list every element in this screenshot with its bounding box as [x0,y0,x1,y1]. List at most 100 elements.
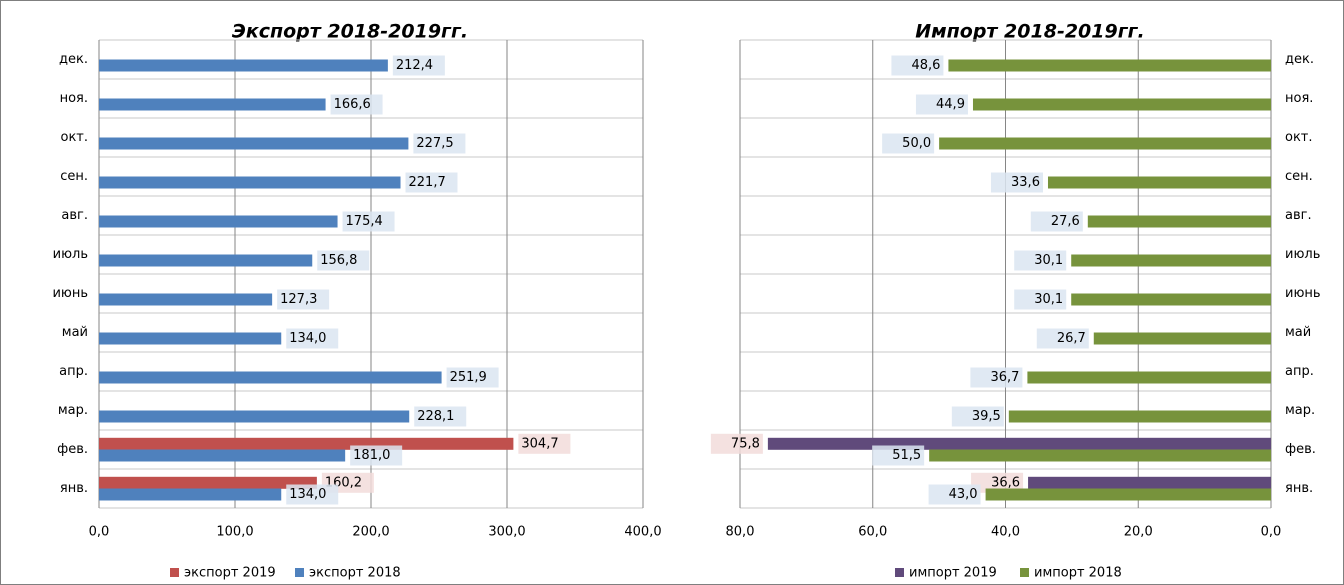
value-label: 48,6 [911,58,940,73]
value-label: 30,1 [1034,292,1063,307]
category-label: мар. [1285,403,1315,418]
legend-swatch [895,568,904,577]
x-tick-label: 400,0 [624,525,661,540]
value-label: 50,0 [902,136,931,151]
legend-swatch [1020,568,1029,577]
x-tick-label: 300,0 [488,525,525,540]
bar [1009,411,1271,423]
legend-label: импорт 2019 [909,566,997,581]
chart-title: Импорт 2018-2019гг. [915,21,1145,43]
value-label: 30,1 [1034,253,1063,268]
bar [99,294,272,306]
value-label: 227,5 [416,136,453,151]
value-label: 127,3 [280,292,317,307]
category-label: май [1285,325,1311,340]
x-tick-label: 100,0 [216,525,253,540]
bar [99,99,326,111]
bar [768,438,1271,450]
bar [99,438,513,450]
value-label: 44,9 [936,97,965,112]
category-label: дек. [59,52,88,67]
category-label: авг. [61,208,88,223]
bar [986,489,1271,501]
x-tick-label: 40,0 [991,525,1020,540]
bar [99,372,442,384]
value-label: 134,0 [289,487,326,502]
category-label: мар. [58,403,88,418]
category-label: май [62,325,88,340]
bar [99,177,401,189]
bar [99,411,409,423]
category-label: окт. [60,130,88,145]
bar [929,450,1271,462]
value-label: 36,6 [991,475,1020,490]
value-label: 27,6 [1051,214,1080,229]
x-tick-label: 0,0 [1261,525,1282,540]
category-label: авг. [1285,208,1312,223]
bar [99,450,345,462]
category-label: июль [53,247,88,262]
value-label: 134,0 [289,331,326,346]
legend-label: экспорт 2019 [184,566,276,581]
category-label: апр. [59,364,88,379]
category-label: ноя. [1285,91,1313,106]
bar [99,477,317,489]
category-label: июнь [52,286,88,301]
bar [1048,177,1271,189]
bar [99,333,281,345]
legend-label: экспорт 2018 [309,566,401,581]
value-label: 75,8 [731,436,760,451]
value-label: 166,6 [334,97,371,112]
category-label: ноя. [60,91,88,106]
category-label: сен. [60,169,88,184]
value-label: 175,4 [346,214,383,229]
bar [973,99,1271,111]
bar [948,60,1271,72]
legend-swatch [170,568,179,577]
bar [99,216,338,228]
category-label: фев. [57,442,88,457]
value-label: 156,8 [320,253,357,268]
value-label: 304,7 [521,436,558,451]
category-label: фев. [1285,442,1316,457]
bar [99,255,312,267]
bar [1071,294,1271,306]
bar [1027,372,1271,384]
x-tick-label: 200,0 [352,525,389,540]
legend-swatch [295,568,304,577]
chart-title: Экспорт 2018-2019гг. [232,21,468,43]
category-label: янв. [60,481,88,496]
value-label: 39,5 [972,409,1001,424]
category-label: дек. [1285,52,1314,67]
value-label: 228,1 [417,409,454,424]
value-label: 51,5 [892,448,921,463]
value-label: 33,6 [1011,175,1040,190]
category-label: июнь [1285,286,1321,301]
page: Экспорт 2018-2019гг. 0,0 100,0 200,0 300,0 40… [0,0,1344,585]
bar [1094,333,1271,345]
bar [99,138,408,150]
value-label: 181,0 [353,448,390,463]
bar [99,489,281,501]
category-label: сен. [1285,169,1313,184]
x-tick-label: 80,0 [726,525,755,540]
bar [1028,477,1271,489]
x-tick-label: 20,0 [1124,525,1153,540]
category-label: окт. [1285,130,1313,145]
value-label: 221,7 [409,175,446,190]
value-label: 212,4 [396,58,433,73]
x-tick-label: 60,0 [858,525,887,540]
category-label: янв. [1285,481,1313,496]
x-tick-label: 0,0 [89,525,110,540]
category-label: апр. [1285,364,1314,379]
bar [939,138,1271,150]
value-label: 36,7 [990,370,1019,385]
value-label: 26,7 [1057,331,1086,346]
value-label: 251,9 [450,370,487,385]
category-label: июль [1285,247,1320,262]
bar [99,60,388,72]
legend-label: импорт 2018 [1034,566,1122,581]
bar [1088,216,1271,228]
bar [1071,255,1271,267]
value-label: 43,0 [949,487,978,502]
